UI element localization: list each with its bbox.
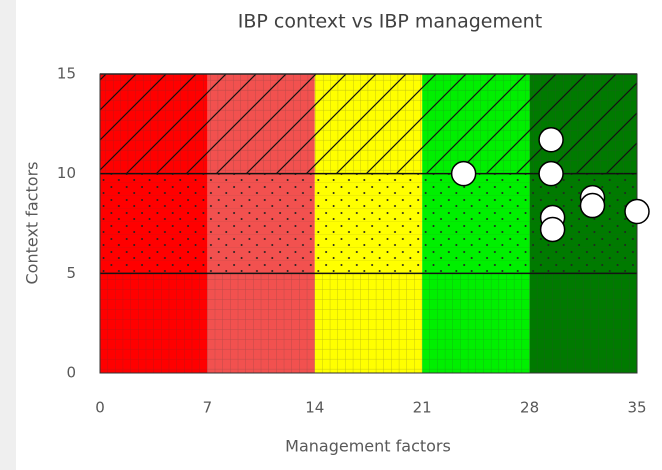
- x-tick-label: 21: [413, 399, 432, 417]
- y-tick-label: 0: [66, 364, 76, 382]
- point: [624, 198, 650, 225]
- point: [538, 160, 564, 187]
- x-tick-label: 35: [627, 399, 646, 417]
- y-tick-label: 10: [57, 164, 76, 182]
- point: [538, 127, 564, 153]
- y-axis-label: Context factors: [23, 162, 42, 285]
- side-strip: [0, 0, 16, 470]
- x-tick-label: 7: [203, 399, 213, 417]
- point: [539, 216, 566, 243]
- x-tick-label: 0: [95, 399, 105, 417]
- y-zone: [100, 273, 637, 373]
- x-axis-label: Management factors: [285, 437, 451, 456]
- y-tick-label: 15: [57, 65, 76, 83]
- x-tick-label: 28: [520, 399, 539, 417]
- y-zone: [100, 74, 637, 174]
- point: [450, 160, 477, 187]
- chart-title: IBP context vs IBP management: [238, 11, 542, 33]
- x-tick-label: 14: [305, 399, 324, 417]
- point: [579, 192, 606, 219]
- y-tick-label: 5: [66, 264, 76, 282]
